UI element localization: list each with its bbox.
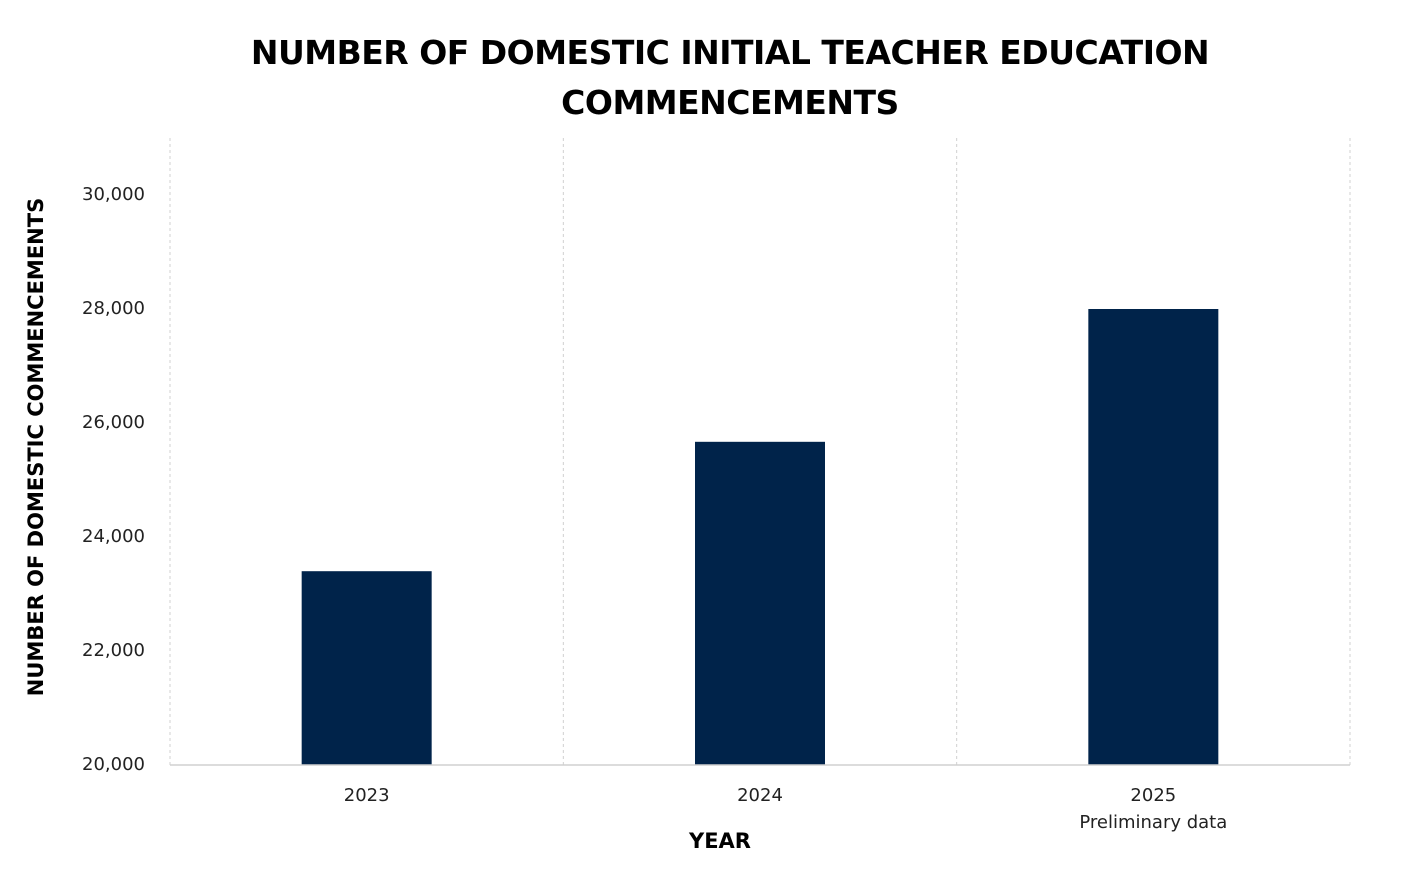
x-tick-label: 2025 <box>1130 785 1176 806</box>
x-tick-note: Preliminary data <box>1079 812 1227 833</box>
y-axis-title: NUMBER OF DOMESTIC COMMENCEMENTS <box>24 198 48 696</box>
x-tick-label: 2023 <box>344 785 390 806</box>
y-tick-label: 26,000 <box>82 412 145 433</box>
bar <box>695 441 825 765</box>
x-tick-label: 2024 <box>737 785 783 806</box>
y-tick-label: 24,000 <box>82 526 145 547</box>
bar <box>301 571 432 765</box>
y-tick-label: 30,000 <box>82 184 145 205</box>
y-tick-label: 22,000 <box>82 640 145 661</box>
bar <box>1088 309 1219 765</box>
y-tick-label: 28,000 <box>82 298 145 319</box>
chart-title: NUMBER OF DOMESTIC INITIAL TEACHER EDUCA… <box>250 33 1210 122</box>
x-axis-title: YEAR <box>688 829 751 853</box>
y-tick-label: 20,000 <box>82 754 145 775</box>
